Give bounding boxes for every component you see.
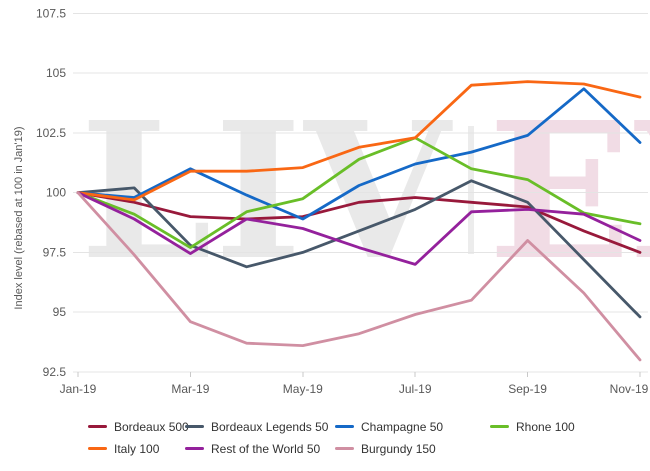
x-tick-label: Jul-19 (399, 382, 432, 396)
x-tick-label: Nov-19 (610, 382, 649, 396)
x-tick-label: May-19 (283, 382, 323, 396)
legend-label: Champagne 50 (361, 419, 444, 434)
legend-label: Bordeaux 500 (114, 419, 189, 434)
legend-item-champagne-50: Champagne 50 (335, 419, 490, 434)
y-tick-label: 107.5 (36, 7, 66, 21)
y-tick-label: 97.5 (43, 245, 67, 259)
legend-item-italy-100: Italy 100 (88, 441, 185, 456)
legend-item-bordeaux-legends-50: Bordeaux Legends 50 (185, 419, 335, 434)
legend-swatch (88, 447, 107, 450)
x-tick-label: Sep-19 (508, 382, 547, 396)
legend-item-bordeaux-500: Bordeaux 500 (88, 419, 189, 434)
plot-svg: 107.5 105 102.5 100 97.5 95 92.5 Jan-19 Mar-19 Ma… (36, 7, 649, 397)
series-line-rhone-100 (76, 136, 642, 249)
legend-label: Burgundy 150 (361, 441, 436, 456)
y-tick-label: 95 (53, 305, 67, 319)
legend-label: Bordeaux Legends 50 (211, 419, 329, 434)
series-line-bordeaux-500 (76, 191, 642, 254)
x-tick-label: Mar-19 (171, 382, 209, 396)
legend-swatch (185, 447, 204, 450)
legend-swatch (335, 447, 354, 450)
series-line-italy-100 (76, 80, 642, 202)
legend-item-burgundy-150: Burgundy 150 (335, 441, 490, 456)
legend-swatch (185, 425, 204, 428)
y-tick-label: 105 (46, 66, 66, 80)
series-line-burgundy-150 (76, 191, 642, 362)
legend-swatch (88, 425, 107, 428)
legend: Bordeaux 500 Bordeaux Legends 50 Champagne… (88, 419, 575, 456)
y-tick-label: 92.5 (43, 365, 67, 379)
series-line-champagne-50 (76, 87, 642, 221)
x-tick-label: Jan-19 (60, 382, 97, 396)
legend-item-rest-of-the-world-50: Rest of the World 50 (185, 441, 335, 456)
legend-label: Rhone 100 (516, 419, 575, 434)
y-tick-label: 100 (46, 186, 66, 200)
legend-swatch (490, 425, 509, 428)
y-tick-label: 102.5 (36, 126, 66, 140)
legend-label: Italy 100 (114, 441, 160, 456)
legend-item-rhone-100: Rhone 100 (490, 419, 575, 434)
legend-label: Rest of the World 50 (211, 441, 321, 456)
legend-swatch (335, 425, 354, 428)
y-axis-title: Index level (rebased at 100 in Jan'19) (13, 126, 25, 310)
series-line-rest-of-the-world-50 (76, 191, 642, 266)
series-line-bordeaux-legends-50 (76, 179, 642, 319)
